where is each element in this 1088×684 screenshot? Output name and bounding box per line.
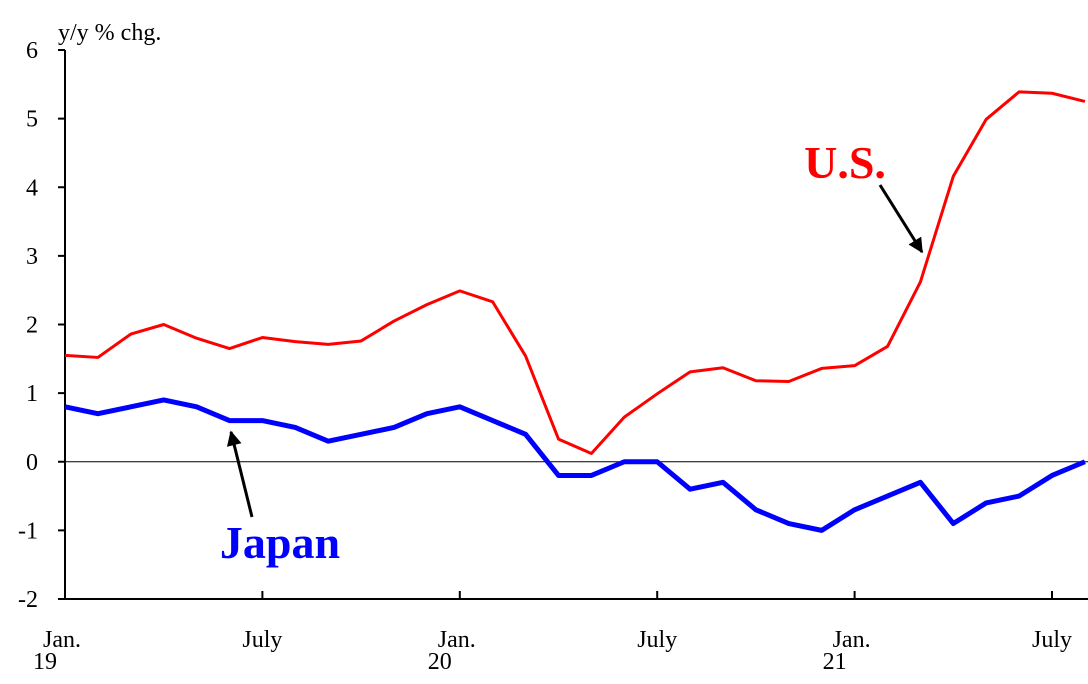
y-axis-label: y/y % chg. xyxy=(58,20,161,46)
y-tick-label: 2 xyxy=(26,313,38,339)
y-tick-label: 3 xyxy=(26,244,38,270)
series-label: U.S. xyxy=(804,137,886,188)
y-tick-label: 5 xyxy=(26,107,38,133)
x-tick-label-line: 19 xyxy=(33,649,57,675)
x-tick-label-line: Jan. xyxy=(833,627,877,653)
x-tick-label: Jan. 20 xyxy=(428,627,482,675)
series-line xyxy=(64,397,1086,533)
series-line xyxy=(64,90,1086,456)
x-tick-label-line: 21 xyxy=(823,649,847,675)
x-tick-label-line: Jan. xyxy=(43,627,87,653)
y-tick-label: 1 xyxy=(26,381,38,407)
series-label: Japan xyxy=(220,517,340,568)
x-tick-label-line: July xyxy=(242,627,282,653)
y-tick-label: 6 xyxy=(26,38,38,64)
y-tick-label: 4 xyxy=(26,175,38,201)
x-tick-label: July xyxy=(242,627,282,653)
y-tick-label: -1 xyxy=(18,518,38,544)
x-tick-label: Jan. 19 xyxy=(33,627,87,675)
x-tick-label: July xyxy=(637,627,677,653)
japan-arrow xyxy=(226,430,254,518)
x-tick-label-line: 20 xyxy=(428,649,452,675)
us-arrow xyxy=(878,184,924,254)
y-tick-label: -2 xyxy=(18,587,38,613)
x-tick-label: July xyxy=(1032,627,1072,653)
x-tick-label-line: July xyxy=(1032,627,1072,653)
x-tick-label-line: July xyxy=(637,627,677,653)
x-tick-label: Jan. 21 xyxy=(823,627,877,675)
y-tick-label: 0 xyxy=(26,450,38,476)
x-tick-label-line: Jan. xyxy=(438,627,482,653)
